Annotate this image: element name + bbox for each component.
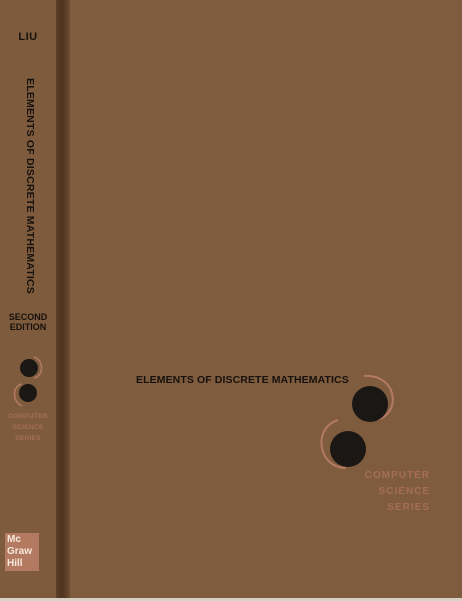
publisher-line: Hill (7, 558, 23, 569)
spine-title: ELEMENTS OF DISCRETE MATHEMATICS (24, 78, 36, 295)
book-spine (0, 0, 56, 601)
cover-title: ELEMENTS OF DISCRETE MATHEMATICS (136, 374, 349, 386)
cover-series-line: SERIES (387, 502, 430, 513)
spine-series-line: SERIES (15, 435, 41, 442)
spine-edition-line: EDITION (9, 322, 47, 332)
publisher-line: Mc (7, 534, 21, 545)
cover-series-line: SCIENCE (378, 486, 430, 497)
spine-series: COMPUTER SCIENCE SERIES (0, 411, 56, 444)
spine-edition-line: SECOND (8, 312, 48, 322)
spine-series-line: SCIENCE (12, 424, 44, 431)
computer-science-series-logo-icon (13, 356, 43, 407)
cover-series: COMPUTER SCIENCE SERIES (330, 468, 430, 516)
spine-author: LIU (18, 31, 38, 43)
spine-edge (56, 0, 70, 601)
bottom-edge (0, 598, 462, 601)
computer-science-series-logo-icon (320, 374, 394, 469)
spine-edition: SECOND EDITION (0, 312, 56, 332)
publisher-logo: Mc Graw Hill (5, 533, 39, 571)
spine-series-line: COMPUTER (8, 413, 48, 420)
publisher-line: Graw (7, 546, 33, 557)
cover-series-line: COMPUTER (364, 470, 430, 481)
